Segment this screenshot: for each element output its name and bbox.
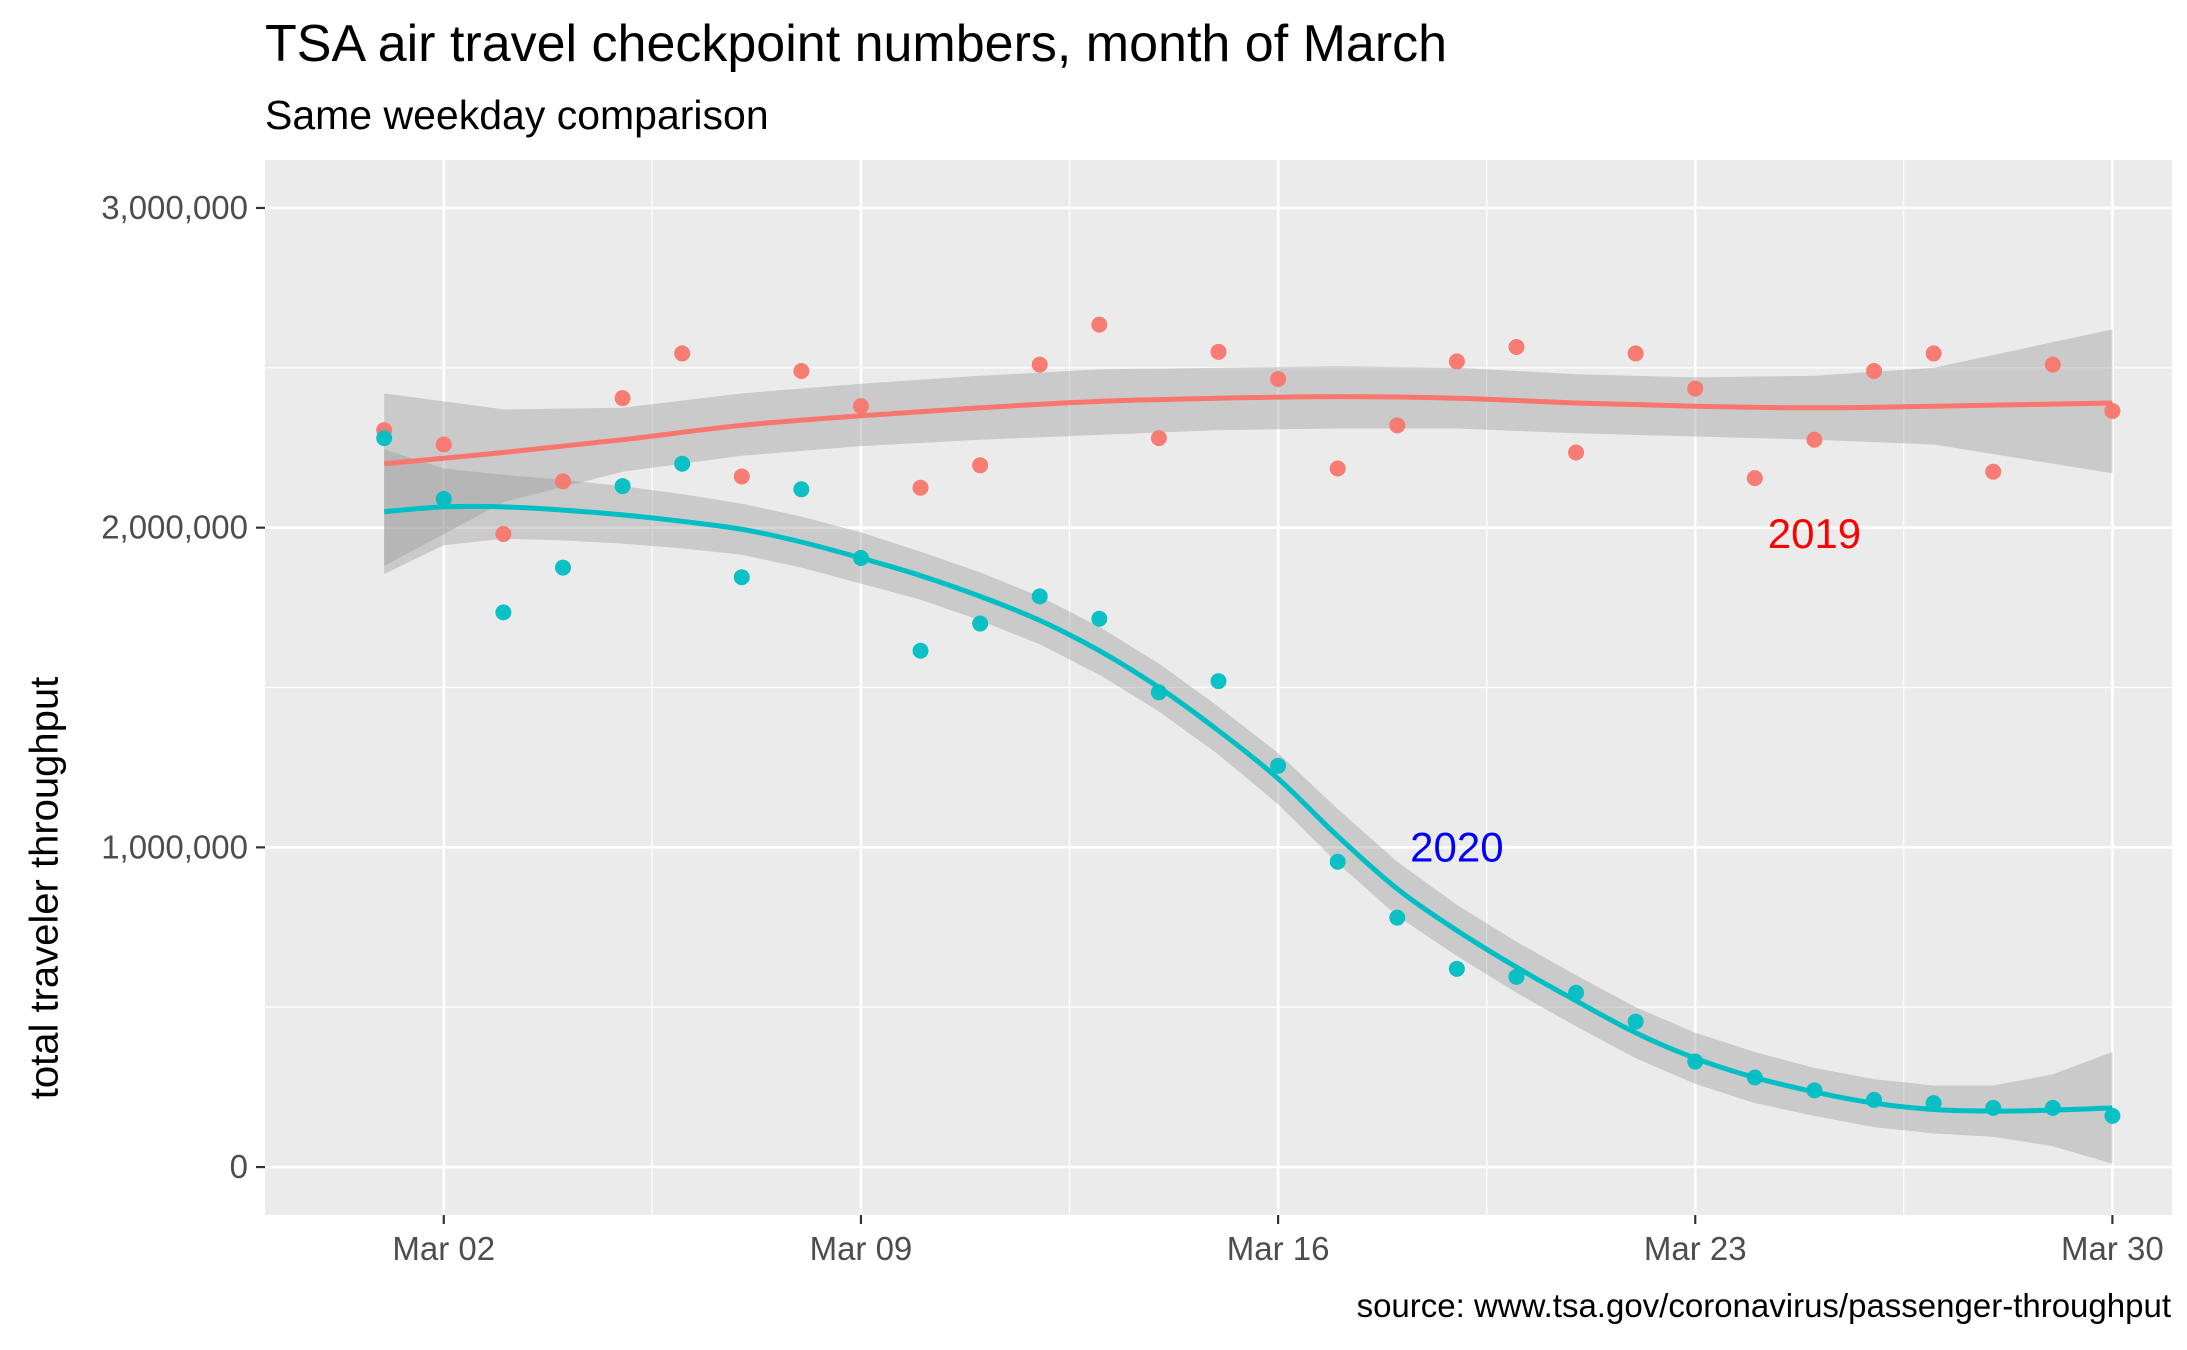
data-point-2019 xyxy=(1806,431,1823,448)
confidence-band-2020 xyxy=(384,449,2113,1164)
y-tick-label: 0 xyxy=(230,1148,248,1185)
series-label-2020: 2020 xyxy=(1410,823,1503,870)
data-point-2019 xyxy=(1866,363,1883,379)
y-tick-label: 3,000,000 xyxy=(101,189,248,226)
x-tick-label: Mar 09 xyxy=(810,1230,913,1267)
data-point-2019 xyxy=(2044,356,2061,373)
x-tick-label: Mar 16 xyxy=(1227,1230,1330,1267)
data-point-2019 xyxy=(435,436,452,453)
data-point-2019 xyxy=(1627,345,1644,362)
data-point-2020 xyxy=(495,604,512,621)
data-point-2019 xyxy=(1508,339,1525,356)
data-point-2020 xyxy=(912,642,929,659)
data-point-2019 xyxy=(495,526,512,543)
data-point-2020 xyxy=(1091,610,1108,627)
data-point-2019 xyxy=(1985,463,2002,480)
data-point-2019 xyxy=(554,473,571,490)
data-point-2019 xyxy=(1448,353,1465,370)
data-point-2019 xyxy=(1270,370,1287,387)
data-point-2019 xyxy=(614,390,631,407)
data-point-2019 xyxy=(1746,470,1763,487)
data-point-2019 xyxy=(2104,402,2121,419)
data-point-2020 xyxy=(1508,968,1525,985)
points-2019 xyxy=(376,316,2121,543)
data-point-2019 xyxy=(793,363,810,379)
series-label-2019: 2019 xyxy=(1768,510,1861,557)
smooth-line-2019 xyxy=(383,394,2113,467)
smooth-line-2020 xyxy=(383,503,2113,1114)
data-point-2019 xyxy=(912,479,929,496)
data-point-2020 xyxy=(1389,909,1406,926)
major-gridlines xyxy=(265,160,2172,1215)
confidence-band-2019 xyxy=(384,329,2113,566)
data-point-2019 xyxy=(1687,380,1704,397)
data-point-2019 xyxy=(1389,417,1406,434)
data-point-2020 xyxy=(1448,960,1465,977)
data-point-2020 xyxy=(1627,1013,1644,1030)
chart-title: TSA air travel checkpoint numbers, month… xyxy=(265,15,1448,73)
data-point-2020 xyxy=(793,481,810,498)
data-point-2020 xyxy=(1270,757,1287,774)
data-point-2019 xyxy=(1925,345,1942,362)
data-point-2019 xyxy=(674,345,691,362)
y-tick-label: 2,000,000 xyxy=(101,509,248,546)
data-point-2020 xyxy=(972,615,989,632)
data-point-2020 xyxy=(435,490,452,507)
data-point-2019 xyxy=(1210,343,1227,360)
data-point-2019 xyxy=(1150,430,1167,447)
chart-subtitle: Same weekday comparison xyxy=(265,92,769,138)
source-caption: source: www.tsa.gov/coronavirus/passenge… xyxy=(1356,1287,2171,1324)
x-tick-label: Mar 30 xyxy=(2061,1230,2164,1267)
data-point-2019 xyxy=(852,398,869,415)
data-point-2019 xyxy=(1091,316,1108,333)
data-point-2019 xyxy=(972,457,989,474)
data-point-2020 xyxy=(733,569,750,586)
x-tick-label: Mar 02 xyxy=(392,1230,495,1267)
data-point-2019 xyxy=(1031,356,1048,373)
data-point-2019 xyxy=(1568,444,1585,461)
data-point-2020 xyxy=(554,559,571,576)
data-point-2020 xyxy=(376,430,393,447)
data-point-2019 xyxy=(1329,460,1346,477)
x-tick-label: Mar 23 xyxy=(1644,1230,1747,1267)
data-point-2020 xyxy=(674,455,691,472)
y-tick-label: 1,000,000 xyxy=(101,828,248,865)
data-point-2020 xyxy=(1329,853,1346,870)
data-point-2019 xyxy=(733,468,750,485)
data-point-2020 xyxy=(1210,673,1227,690)
data-point-2020 xyxy=(614,478,631,495)
data-point-2020 xyxy=(2104,1107,2121,1124)
data-point-2020 xyxy=(1031,588,1048,605)
